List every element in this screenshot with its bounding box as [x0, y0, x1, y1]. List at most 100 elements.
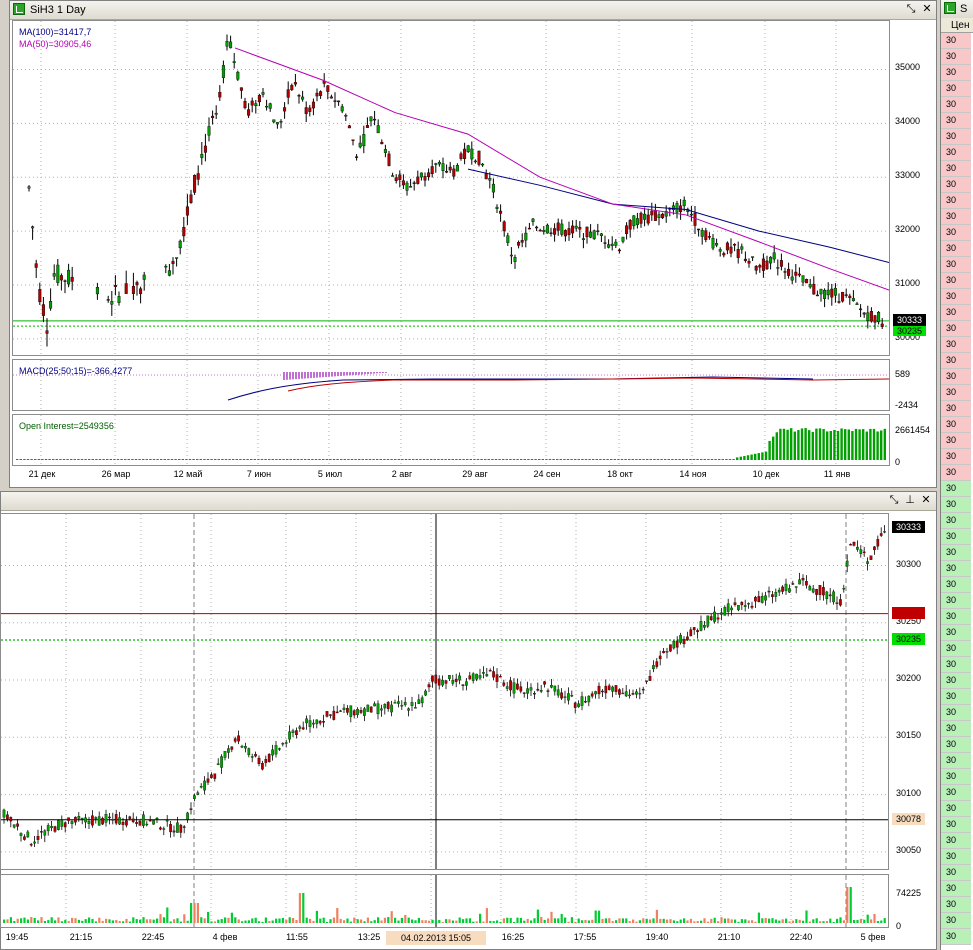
- sell-row: 30: [941, 465, 971, 481]
- candle-body: [108, 816, 111, 819]
- volume-bar: [115, 920, 118, 923]
- candle-body: [879, 533, 883, 536]
- candle-body: [304, 107, 308, 114]
- volume-bar: [642, 918, 645, 923]
- candle-body: [543, 681, 546, 685]
- buy-row: 30: [941, 833, 971, 849]
- daily-price-pane[interactable]: MA(100)=31417,7 MA(50)=30905,46: [12, 20, 890, 356]
- oi-bar: [134, 459, 138, 460]
- candle-body: [401, 180, 405, 186]
- close-icon[interactable]: ✕: [922, 3, 932, 15]
- volume-bar: [81, 920, 84, 923]
- time-tick: 5 фев: [860, 932, 886, 942]
- oi-bar: [152, 459, 156, 460]
- volume-pane[interactable]: [0, 874, 889, 928]
- volume-bar: [598, 910, 601, 923]
- quotes-title: S: [960, 3, 968, 15]
- volume-bar: [608, 918, 611, 923]
- candle-body: [403, 701, 407, 706]
- candle-body: [445, 171, 449, 173]
- time-tick: 21:15: [69, 932, 93, 942]
- candle-body: [344, 115, 348, 117]
- oi-bar: [545, 459, 548, 460]
- volume-bar: [635, 921, 638, 923]
- candle-body: [733, 244, 737, 246]
- oi-bar: [282, 459, 285, 460]
- candle-body: [524, 232, 528, 241]
- oi-bar: [325, 459, 328, 460]
- oi-bar: [145, 459, 148, 460]
- oi-bar: [422, 459, 426, 460]
- volume-bar: [91, 918, 94, 923]
- candle-body: [546, 690, 550, 692]
- price-tick: 33000: [895, 170, 921, 181]
- candle-body: [699, 621, 703, 631]
- candle-body: [833, 287, 837, 296]
- candle-body: [419, 172, 423, 178]
- volume-bar: [846, 887, 849, 923]
- candle-body: [538, 229, 542, 232]
- date-tick: 12 май: [173, 469, 203, 479]
- buy-row: 30: [941, 545, 971, 561]
- volume-bar: [475, 921, 478, 923]
- macd-histogram-bar: [379, 372, 381, 374]
- volume-bar: [6, 919, 9, 923]
- quotes-panel: S Цен 30 30 30 30 30 30 30 30 30 30 30 30 30 30 30 30 30…: [940, 0, 973, 950]
- macd-histogram-bar: [292, 372, 294, 380]
- oi-bar: [869, 428, 872, 460]
- macd-histogram-bar: [346, 372, 348, 376]
- candle-body: [87, 821, 91, 824]
- candle-body: [311, 101, 315, 109]
- candle-body: [383, 149, 387, 153]
- candle-body: [459, 153, 463, 159]
- oi-bar: [185, 459, 188, 460]
- candle-body: [536, 688, 540, 691]
- candle-body: [84, 817, 87, 823]
- candle-body: [9, 817, 13, 822]
- volume-bar: [217, 919, 220, 923]
- close-icon[interactable]: ✕: [921, 494, 931, 506]
- volume-bar: [234, 917, 237, 923]
- macd-histogram-bar: [343, 372, 345, 376]
- volume-bar: [451, 920, 454, 923]
- candle-body: [365, 125, 369, 128]
- candle-body: [519, 686, 523, 692]
- candle-body: [301, 727, 305, 730]
- macd-histogram-bar: [316, 372, 318, 378]
- oi-tick-high: 2661454: [895, 425, 931, 435]
- pin-icon[interactable]: ⊥: [905, 494, 915, 506]
- oi-bar: [523, 459, 526, 460]
- macd-histogram-bar: [313, 372, 315, 378]
- oi-bar: [458, 459, 462, 460]
- price-tick: 34000: [895, 116, 921, 127]
- candle-body: [556, 689, 560, 696]
- intraday-price-pane[interactable]: [0, 513, 889, 870]
- volume-bar: [424, 920, 427, 923]
- candle-body: [110, 301, 114, 305]
- volume-bar: [26, 919, 29, 923]
- open-interest-pane[interactable]: Open Interest=2549356: [12, 414, 890, 466]
- candle-body: [167, 270, 171, 276]
- candle-body: [835, 602, 839, 604]
- ma-line: [467, 168, 889, 263]
- last-price-tag: 30333: [893, 313, 927, 326]
- macd-pane[interactable]: MACD(25;50;15)=-366,4277: [12, 359, 890, 411]
- oi-bar: [415, 459, 418, 460]
- oi-bar: [264, 459, 267, 460]
- candle-body: [274, 745, 278, 755]
- candle-body: [481, 163, 485, 166]
- candle-body: [346, 708, 349, 713]
- candle-body: [380, 708, 383, 711]
- candle-body: [40, 831, 43, 833]
- candle-body: [284, 742, 288, 744]
- time-tick: 21:10: [717, 932, 741, 942]
- candle-body: [628, 219, 632, 230]
- volume-bar: [863, 919, 866, 923]
- candle-body: [373, 703, 376, 707]
- restore-icon[interactable]: ⤡: [906, 3, 916, 15]
- candle-body: [63, 280, 67, 282]
- quotes-header[interactable]: Цен: [941, 18, 973, 33]
- restore-icon[interactable]: ⤡: [889, 494, 899, 506]
- volume-bar: [139, 919, 142, 923]
- oi-bar: [314, 459, 318, 460]
